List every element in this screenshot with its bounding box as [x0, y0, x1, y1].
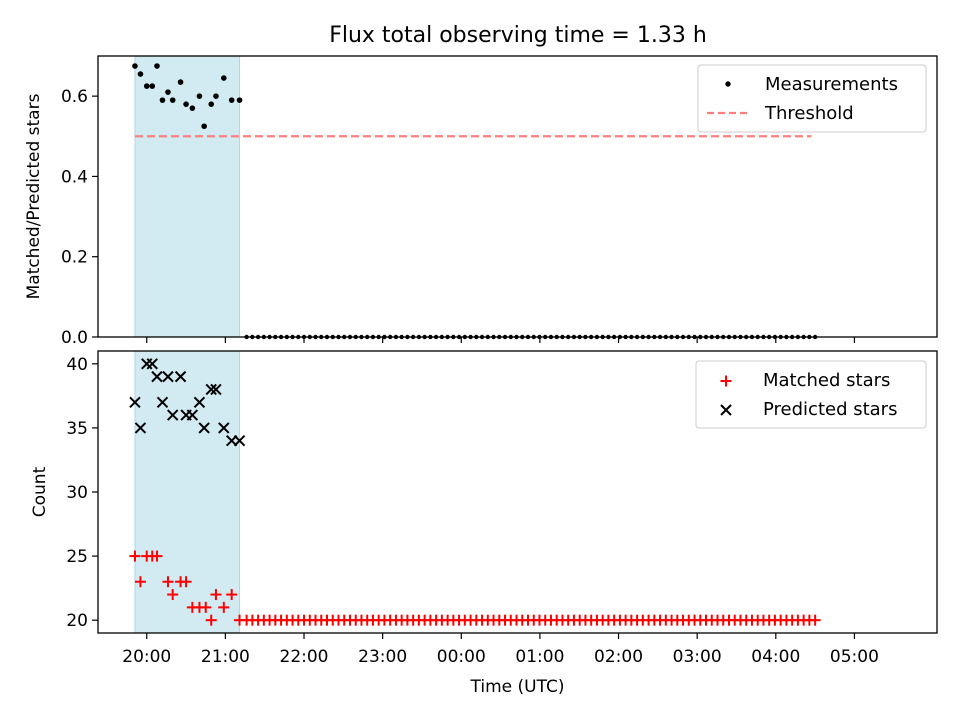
matched-star-point [151, 550, 163, 562]
observing-span-shade [134, 55, 241, 338]
measurement-point [149, 83, 156, 89]
ratio-y-ticks: 0.0 0.2 0.4 0.6 [61, 87, 98, 348]
y-tick-label: 0.0 [61, 328, 88, 348]
measurement-point [137, 71, 144, 77]
x-tick-label: 05:00 [830, 647, 879, 667]
count-axes-frame [97, 350, 938, 634]
x-axis-label: Time (UTC) [470, 677, 565, 697]
predicted-star-point [210, 383, 222, 396]
matched-star-point [226, 589, 238, 601]
legend-threshold-label: Threshold [764, 103, 854, 124]
matched-star-point [180, 576, 192, 588]
x-tick-label: 02:00 [594, 647, 643, 667]
predicted-star-point [218, 422, 230, 434]
count-y-ticks: 20 25 30 35 40 [66, 355, 98, 631]
matched-star-point [205, 614, 217, 626]
x-tick-label: 23:00 [358, 647, 407, 667]
measurement-point [236, 97, 243, 103]
y-tick-label: 25 [66, 547, 88, 567]
measurement-point [169, 97, 176, 103]
measurement-point [165, 89, 171, 95]
predicted-star-point [233, 435, 246, 447]
x-tick-label: 04:00 [751, 647, 800, 667]
count-panel: 20 25 30 35 40 20:00 21:00 22:00 23:00 00:00 01:0… [30, 350, 938, 697]
predicted-star-point [198, 422, 210, 434]
ratio-x-ticks [146, 337, 856, 343]
x-tick-label: 21:00 [201, 647, 250, 667]
legend-predicted-label: Predicted stars [763, 399, 897, 420]
y-tick-label: 0.6 [61, 87, 88, 107]
legend-x-glyph [720, 404, 732, 416]
predicted-star-point [186, 409, 199, 421]
predicted-star-point [166, 409, 179, 421]
measurement-point [177, 79, 184, 85]
measurement-point [228, 97, 235, 103]
y-tick-label: 35 [66, 419, 88, 439]
x-tick-label: 01:00 [515, 647, 564, 667]
legend-measurements-marker [725, 81, 731, 87]
y-tick-label: 30 [66, 483, 88, 503]
measurement-point [208, 101, 215, 107]
x-tick-label: 22:00 [280, 647, 329, 667]
count-x-ticks: 20:00 21:00 22:00 23:00 00:00 01:00 02:00 03:00… [122, 633, 879, 667]
ratio-legend-box [697, 64, 927, 133]
legend-predicted-marker [720, 404, 732, 416]
measurement-point [213, 93, 219, 99]
ratio-axes-frame [97, 55, 938, 338]
count-legend-box [695, 360, 927, 429]
observing-span-rect [134, 55, 241, 338]
measurement-point [159, 97, 166, 103]
y-tick-label: 20 [66, 611, 88, 631]
matched-star-points [129, 550, 821, 626]
ratio-legend: Measurements Threshold [697, 64, 927, 133]
predicted-star-point [174, 370, 187, 383]
measurement-point [132, 63, 138, 69]
x-tick-label: 00:00 [437, 647, 486, 667]
matched-star-point [809, 614, 821, 626]
observing-span-shade [134, 350, 241, 634]
count-y-axis-label: Count [30, 466, 50, 517]
legend-plus-glyph [720, 375, 732, 387]
y-tick-label: 0.4 [61, 167, 88, 187]
predicted-star-point [151, 370, 163, 383]
ratio-panel: 0.0 0.2 0.4 0.6 Matched/Predicted stars Mea… [24, 55, 938, 348]
matched-star-point [218, 601, 230, 613]
x-tick-label: 20:00 [122, 647, 171, 667]
x-tick-label: 03:00 [673, 647, 722, 667]
measurement-point [221, 75, 227, 81]
legend-measurements-label: Measurements [765, 74, 898, 95]
ratio-y-axis-label: Matched/Predicted stars [24, 93, 44, 299]
predicted-star-point [205, 383, 217, 396]
chart-title: Flux total observing time = 1.33 h [329, 23, 707, 48]
predicted-star-point [162, 370, 174, 383]
matched-star-point [162, 576, 174, 588]
y-tick-label: 0.2 [61, 248, 88, 268]
measurement-point [196, 93, 203, 99]
matched-star-point [129, 550, 141, 562]
predicted-star-point [146, 358, 158, 370]
measurement-point [201, 123, 207, 130]
predicted-star-point [129, 396, 141, 408]
measurement-point [143, 83, 150, 89]
observing-span-rect [134, 350, 241, 634]
measurement-point [183, 101, 189, 107]
predicted-star-point [156, 396, 169, 408]
matched-star-point [210, 589, 222, 601]
predicted-star-points [129, 358, 246, 447]
matched-star-point [134, 576, 146, 588]
predicted-star-point [134, 422, 147, 434]
count-legend: Matched stars Predicted stars [695, 360, 927, 429]
matched-star-point [200, 601, 212, 613]
measurement-point [154, 63, 160, 69]
legend-matched-label: Matched stars [763, 370, 890, 391]
predicted-star-point [193, 396, 206, 408]
matched-star-point [167, 589, 179, 601]
legend-matched-marker [720, 375, 732, 387]
measurement-point [189, 105, 196, 111]
y-tick-label: 40 [66, 355, 88, 375]
